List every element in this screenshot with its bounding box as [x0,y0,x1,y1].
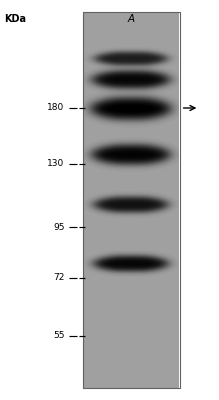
Text: 72: 72 [53,274,65,282]
Text: A: A [128,14,135,24]
Bar [83,12,180,388]
Text: 95: 95 [53,223,65,232]
Text: KDa: KDa [4,14,26,24]
Text: 55: 55 [53,332,65,340]
Text: 180: 180 [47,104,65,112]
Bar [83,12,180,388]
Text: 130: 130 [47,160,65,168]
